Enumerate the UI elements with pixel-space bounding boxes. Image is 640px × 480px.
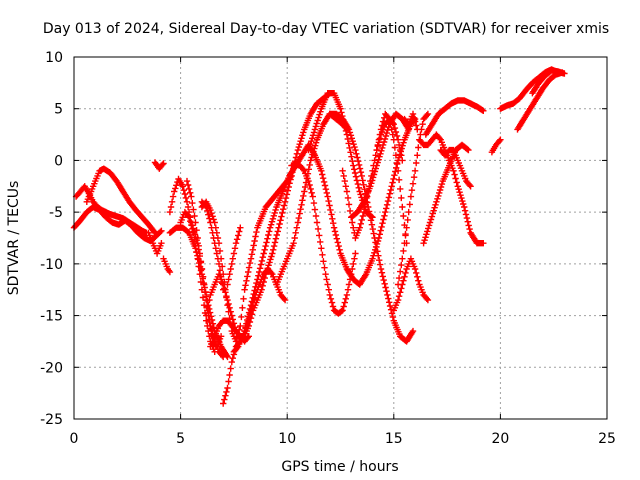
plus-marker-track [145, 229, 165, 257]
series-track-03 [83, 165, 159, 236]
y-tick-label: -15 [40, 309, 63, 325]
x-tick-label: 15 [385, 431, 403, 447]
series-track-29 [416, 131, 487, 247]
y-tick-label: -5 [49, 205, 63, 221]
plus-marker-track [230, 265, 289, 355]
series-track-14 [198, 172, 295, 345]
x-axis-label: GPS time / hours [281, 459, 398, 475]
y-tick-label: -10 [40, 257, 63, 273]
series-track-06 [160, 255, 174, 276]
data-points [70, 66, 568, 407]
plus-marker-track [488, 136, 504, 156]
chart-title: Day 013 of 2024, Sidereal Day-to-day VTE… [43, 21, 609, 37]
plus-marker-track [437, 146, 474, 190]
plus-marker-track [420, 141, 472, 247]
y-tick-label: -20 [40, 360, 63, 376]
series-track-36 [529, 67, 568, 97]
series-track-17 [230, 265, 289, 355]
y-tick-label: 5 [54, 102, 63, 118]
plus-marker-track [72, 183, 150, 236]
x-tick-label: 20 [491, 431, 509, 447]
series-track-30 [420, 141, 472, 247]
series-track-16 [224, 224, 244, 288]
plus-marker-track [373, 110, 410, 247]
series-track-02 [72, 183, 150, 236]
plus-marker-track [151, 159, 167, 172]
y-tick-label: 10 [45, 50, 63, 66]
series-track-26 [394, 110, 432, 288]
plus-marker-track [416, 131, 487, 247]
x-tick-label: 25 [598, 431, 616, 447]
series-track-31 [422, 97, 487, 138]
series-track-05 [151, 159, 167, 172]
plus-marker-track [160, 255, 174, 276]
plot-frame [73, 56, 608, 420]
series-track-25 [373, 110, 410, 247]
plus-marker-track [422, 97, 487, 138]
series-track-27 [390, 255, 432, 314]
y-axis-label: SDTVAR / TECUs [6, 181, 22, 296]
series-track-33 [488, 136, 504, 156]
x-tick-label: 5 [176, 431, 185, 447]
plus-marker-track [224, 224, 244, 288]
plus-marker-track [198, 172, 295, 345]
plus-marker-track [83, 165, 159, 236]
plus-marker-track [529, 67, 568, 97]
plus-marker-track [390, 255, 432, 314]
series-track-04 [145, 229, 165, 257]
y-tick-label: 0 [54, 153, 63, 169]
x-tick-label: 10 [278, 431, 296, 447]
y-tick-label: -25 [40, 412, 63, 428]
plus-marker-track [401, 110, 421, 133]
plus-marker-track [394, 110, 432, 288]
series-track-32 [437, 146, 474, 190]
x-tick-label: 0 [70, 431, 79, 447]
series-track-28 [401, 110, 421, 133]
